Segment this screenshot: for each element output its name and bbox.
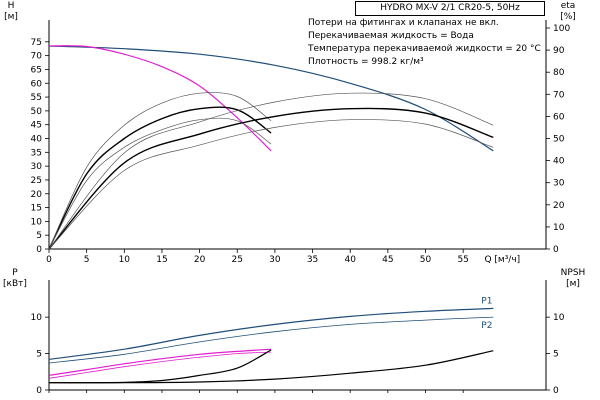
x-tick-label: 25 xyxy=(232,255,243,265)
left-tick-label: 70 xyxy=(31,52,43,62)
chart-title: HYDRO MX-V 2/1 CR20-5, 50Hz xyxy=(355,1,545,16)
left-tick-label: 65 xyxy=(31,65,42,75)
eta-axis-symbol: eta xyxy=(560,1,576,11)
series-line-top-6 xyxy=(48,92,494,250)
note-temperature: Температура перекачиваемой жидкости = 20… xyxy=(308,44,541,54)
series-line-bottom-1 xyxy=(48,316,494,364)
left-tick-label: 55 xyxy=(31,93,42,103)
left-tick-label: 25 xyxy=(31,176,42,186)
right-tick-label: 50 xyxy=(553,135,565,145)
series-line-top-0 xyxy=(48,45,494,152)
x-tick-label: 30 xyxy=(269,255,281,265)
head-efficiency-plot: 0510152025303540455055606570750102030405… xyxy=(31,20,570,265)
left-tick-label: 5 xyxy=(36,350,42,360)
left-tick-label: 5 xyxy=(36,231,42,241)
npsh-axis-symbol: NPSH xyxy=(560,268,586,278)
power-axis-symbol: P xyxy=(12,268,18,278)
right-tick-label: 10 xyxy=(553,313,565,323)
series-line-top-5 xyxy=(48,107,494,250)
bottom-right-axis-title: NPSH [м] xyxy=(556,268,590,290)
left-tick-label: 0 xyxy=(36,245,42,255)
series-line-top-2 xyxy=(48,106,272,250)
left-tick-label: 50 xyxy=(31,107,43,117)
left-tick-label: 0 xyxy=(36,386,42,396)
right-tick-label: 10 xyxy=(553,223,565,233)
right-tick-label: 70 xyxy=(553,90,565,100)
x-tick-label: 20 xyxy=(194,255,206,265)
series-line-top-3 xyxy=(48,92,272,250)
right-tick-label: 5 xyxy=(553,350,559,360)
left-tick-label: 40 xyxy=(31,135,43,145)
series-line-top-7 xyxy=(48,119,494,250)
note-density: Плотность = 998.2 кг/м³ xyxy=(308,57,424,67)
bottom-left-axis-title: P [кВт] xyxy=(0,268,30,290)
left-tick-label: 20 xyxy=(31,190,43,200)
right-tick-label: 90 xyxy=(553,46,565,56)
left-tick-label: 60 xyxy=(31,79,43,89)
eta-axis-unit: [%] xyxy=(560,12,576,22)
x-tick-label: 40 xyxy=(344,255,356,265)
head-axis-unit: [м] xyxy=(4,12,18,22)
right-tick-label: 60 xyxy=(553,112,565,122)
series-line-top-4 xyxy=(48,117,272,250)
x-axis-label: Q [м³/ч] xyxy=(484,255,520,265)
series-label-p2: P2 xyxy=(481,321,492,331)
right-tick-label: 0 xyxy=(553,245,559,255)
note-fitting-losses: Потери на фитингах и клапанах не вкл. xyxy=(308,18,499,28)
x-tick-label: 35 xyxy=(307,255,318,265)
top-right-axis-title: eta [%] xyxy=(556,1,580,23)
right-tick-label: 40 xyxy=(553,157,565,167)
head-axis-symbol: H xyxy=(7,1,15,11)
series-line-bottom-0 xyxy=(48,307,494,360)
x-tick-label: 5 xyxy=(84,255,90,265)
x-tick-label: 0 xyxy=(46,255,52,265)
note-liquid: Перекачиваемая жидкость = Вода xyxy=(308,31,474,41)
x-tick-label: 15 xyxy=(156,255,167,265)
series-line-bottom-5 xyxy=(48,350,494,384)
left-tick-label: 30 xyxy=(31,162,43,172)
series-label-p1: P1 xyxy=(481,296,492,306)
left-tick-label: 35 xyxy=(31,148,42,158)
left-tick-label: 75 xyxy=(31,38,42,48)
top-left-axis-title: H [м] xyxy=(0,1,22,23)
power-npsh-plot: 0 5 10 0 5 10 P1 P2 xyxy=(31,280,565,396)
right-tick-label: 20 xyxy=(553,201,565,211)
left-tick-label: 45 xyxy=(31,121,42,131)
left-tick-label: 15 xyxy=(31,204,42,214)
right-tick-label: 0 xyxy=(553,386,559,396)
left-tick-label: 10 xyxy=(31,313,43,323)
series-line-top-1 xyxy=(48,45,272,152)
right-tick-label: 80 xyxy=(553,68,565,78)
x-tick-label: 45 xyxy=(382,255,393,265)
left-tick-label: 10 xyxy=(31,217,43,227)
right-tick-label: 30 xyxy=(553,179,565,189)
x-tick-label: 50 xyxy=(420,255,432,265)
x-tick-label: 55 xyxy=(457,255,468,265)
npsh-axis-unit: [м] xyxy=(566,279,580,289)
series-line-bottom-3 xyxy=(48,351,272,379)
series-line-bottom-2 xyxy=(48,348,272,376)
right-tick-label: 100 xyxy=(553,24,570,34)
x-tick-label: 10 xyxy=(119,255,131,265)
power-axis-unit: [кВт] xyxy=(3,279,27,289)
